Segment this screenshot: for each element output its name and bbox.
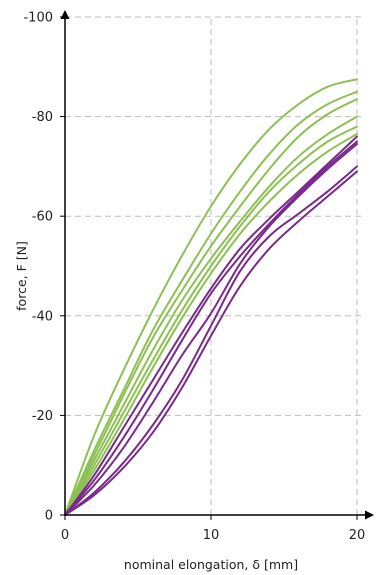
- series-line-purple-10: [64, 165, 358, 516]
- series-lines: [64, 78, 358, 516]
- y-axis-arrow-icon: [60, 10, 70, 19]
- axes: [60, 10, 374, 520]
- y-tick-label: -100: [23, 11, 53, 26]
- series-line-green-5: [64, 125, 358, 516]
- series-line-green-2: [64, 90, 358, 516]
- y-tick-label: 0: [45, 509, 53, 524]
- series-line-green-4: [64, 115, 358, 516]
- y-tick-label: -20: [32, 409, 53, 424]
- y-tick-label: -80: [32, 110, 53, 125]
- y-tick-label: -60: [32, 210, 53, 225]
- series-line-green-1: [64, 78, 358, 516]
- x-axis-label: nominal elongation, δ [mm]: [124, 557, 298, 572]
- series-line-purple-11: [64, 170, 358, 516]
- x-tick-label: 20: [349, 528, 366, 543]
- y-tick-label: -40: [32, 309, 53, 324]
- x-tick-label: 0: [61, 528, 69, 543]
- series-line-green-6: [64, 133, 358, 516]
- x-tick-label: 10: [203, 528, 220, 543]
- x-axis-arrow-icon: [365, 510, 374, 520]
- ticks: 0 -20 -40 -60 -80 -100 0 10 20: [23, 11, 365, 544]
- series-line-green-3: [64, 98, 358, 516]
- series-line-purple-8: [64, 140, 358, 516]
- series-line-purple-9: [64, 142, 358, 516]
- y-axis-label: force, F [N]: [14, 241, 29, 311]
- series-line-purple-7: [64, 135, 358, 516]
